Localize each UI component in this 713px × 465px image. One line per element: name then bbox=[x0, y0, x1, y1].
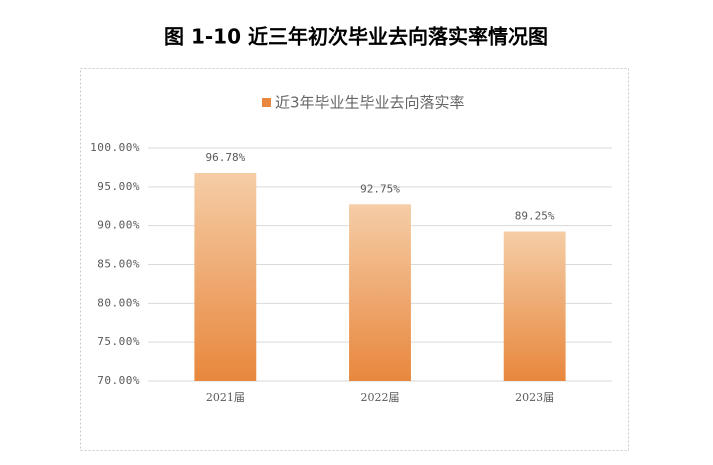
bar bbox=[194, 173, 257, 381]
value-label: 89.25% bbox=[515, 209, 555, 222]
y-tick-label: 100.00% bbox=[90, 141, 140, 154]
y-tick-label: 75.00% bbox=[97, 335, 140, 348]
legend-swatch bbox=[262, 98, 271, 107]
x-tick-label: 2021届 bbox=[206, 391, 245, 404]
bar bbox=[349, 204, 411, 381]
legend-label: 近3年毕业生毕业去向落实率 bbox=[275, 94, 465, 112]
y-tick-label: 70.00% bbox=[97, 374, 140, 387]
bar bbox=[503, 231, 566, 381]
x-tick-label: 2023届 bbox=[515, 391, 554, 404]
value-label: 96.78% bbox=[205, 151, 245, 164]
y-tick-label: 85.00% bbox=[97, 258, 140, 271]
chart-title: 图 1-10 近三年初次毕业去向落实率情况图 bbox=[164, 25, 548, 49]
y-tick-label: 95.00% bbox=[97, 180, 140, 193]
y-tick-label: 80.00% bbox=[97, 296, 140, 309]
y-tick-label: 90.00% bbox=[97, 219, 140, 232]
value-label: 92.75% bbox=[360, 182, 400, 195]
chart-frame bbox=[80, 68, 629, 451]
x-tick-label: 2022届 bbox=[361, 391, 400, 404]
